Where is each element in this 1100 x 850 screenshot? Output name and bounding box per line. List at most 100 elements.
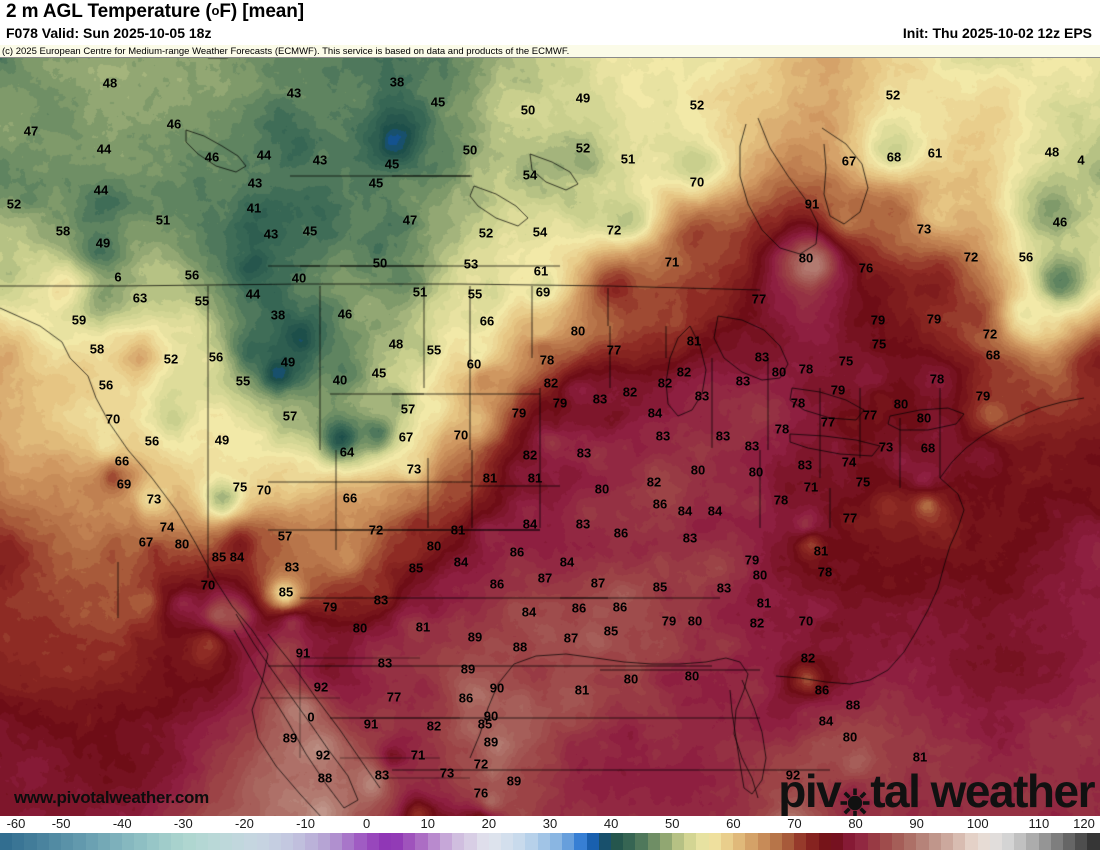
colorbar-swatch [268, 833, 282, 850]
colorbar-swatch [329, 833, 343, 850]
colorbar-swatch [464, 833, 477, 850]
colorbar-swatch [158, 833, 172, 850]
site-url-watermark: www.pivotalweather.com [14, 788, 209, 807]
colorbar-swatch [48, 833, 62, 850]
colorbar-swatch [134, 833, 147, 850]
colorbar-swatch [989, 833, 1002, 850]
colorbar-swatch [904, 833, 917, 850]
colorbar-swatch [1075, 833, 1088, 850]
page-title: 2 m AGL Temperature (oF) [mean] [6, 1, 304, 22]
colorbar-tick: 100 [966, 816, 989, 831]
brand-text-last: tal weather [870, 765, 1095, 816]
colorbar-swatch [867, 833, 880, 850]
colorbar-swatch [1050, 833, 1064, 850]
colorbar-swatch [61, 833, 74, 850]
colorbar-swatch [513, 833, 526, 850]
colorbar-swatch [305, 833, 318, 850]
colorbar-swatch [1001, 833, 1015, 850]
colorbar-tick: 80 [848, 816, 863, 831]
colorbar-swatch [439, 833, 453, 850]
colorbar-swatch [965, 833, 978, 850]
colorbar-tick: 120 [1073, 816, 1095, 831]
colorbar-swatch [24, 833, 37, 850]
colorbar-tick: 90 [909, 816, 924, 831]
colorbar-swatch [537, 833, 550, 850]
colorbar-swatch [1038, 833, 1051, 850]
colorbar-tick: -10 [296, 816, 315, 831]
colorbar-swatch [574, 833, 587, 850]
colorbar-swatch [366, 833, 379, 850]
map-header: 2 m AGL Temperature (oF) [mean] F078 Val… [0, 0, 1100, 45]
colorbar-tick: 60 [726, 816, 741, 831]
colorbar-tick: 0 [363, 816, 371, 831]
colorbar-swatch [708, 833, 721, 850]
colorbar-swatch [647, 833, 660, 850]
colorbar-tick: 30 [542, 816, 558, 831]
colorbar-swatch [317, 833, 330, 850]
colorbar-swatch [586, 833, 599, 850]
colorbar-swatch [891, 833, 905, 850]
colorbar-swatch [415, 833, 428, 850]
colorbar-swatch [1014, 833, 1027, 850]
colorbar-swatch [806, 833, 819, 850]
colorbar-swatch [696, 833, 709, 850]
init-time-label: Init: Thu 2025-10-02 12z EPS [902, 25, 1092, 41]
colorbar-swatch [109, 833, 123, 850]
colorbar-swatch [830, 833, 844, 850]
colorbar-swatch [757, 833, 770, 850]
colorbar-swatch [855, 833, 868, 850]
colorbar-swatch [977, 833, 990, 850]
colorbar-tick: 40 [603, 816, 619, 831]
colorbar-swatch [549, 833, 563, 850]
colorbar-swatch [598, 833, 611, 850]
colorbar-tick: -20 [235, 816, 254, 831]
colorbar-swatch [85, 833, 98, 850]
colorbar-swatch [122, 833, 135, 850]
colorbar-tick: 50 [664, 816, 680, 831]
colorbar-swatch [659, 833, 673, 850]
colorbar-swatch [256, 833, 269, 850]
colorbar-swatch [488, 833, 501, 850]
colorbar-swatch [672, 833, 685, 850]
colorbar-swatch [73, 833, 86, 850]
colorbar-swatch [745, 833, 758, 850]
colorbar-swatch [378, 833, 391, 850]
colorbar-swatch [525, 833, 538, 850]
colorbar-swatch [733, 833, 746, 850]
colorbar-swatch [1063, 833, 1076, 850]
colorbar-swatch [843, 833, 856, 850]
colorbar-swatch [354, 833, 367, 850]
colorbar-swatch [562, 833, 575, 850]
colorbar-swatch [171, 833, 184, 850]
colorbar-swatch [782, 833, 795, 850]
colorbar-tick: -30 [173, 816, 193, 831]
colorbar-swatch [1026, 833, 1039, 850]
colorbar-swatch [342, 833, 355, 850]
colorbar-tick-labels: -60 -50 -40 -30 -20 -10 0 10 20 30 40 50 60 70 80 90 100… [0, 816, 1100, 833]
colorbar-swatch [623, 833, 636, 850]
copyright-notice: (c) 2025 European Centre for Medium-rang… [0, 45, 1100, 58]
colorbar-swatch [794, 833, 807, 850]
colorbar-swatch [403, 833, 416, 850]
colorbar-swatch [427, 833, 440, 850]
colorbar-swatch [452, 833, 465, 850]
colorbar-swatch [183, 833, 196, 850]
sun-gear-icon [839, 780, 871, 816]
colorbar-swatch [219, 833, 233, 850]
colorbar-tick: -60 [6, 816, 26, 831]
colorbar-swatch [953, 833, 966, 850]
colorbar-swatch [879, 833, 892, 850]
temperature-map[interactable]: 48 43 38 45 50 49 52 52 47 46 44 46 44 43 45 50 54 52 51 70… [0, 58, 1100, 816]
colorbar-swatch [500, 833, 514, 850]
colorbar-swatch [281, 833, 294, 850]
colorbar-swatch [610, 833, 624, 850]
colorbar-swatch [244, 833, 257, 850]
temperature-colorbar[interactable]: -60 -50 -40 -30 -20 -10 0 10 20 30 40 50 60 70 80 90 100… [0, 816, 1100, 850]
colorbar-swatch [146, 833, 159, 850]
colorbar-swatch [916, 833, 929, 850]
colorbar-swatch [720, 833, 734, 850]
colorbar-tick: -50 [51, 816, 71, 831]
colorbar-tick: 10 [420, 816, 435, 831]
colorbar-tick: 110 [1028, 816, 1050, 831]
